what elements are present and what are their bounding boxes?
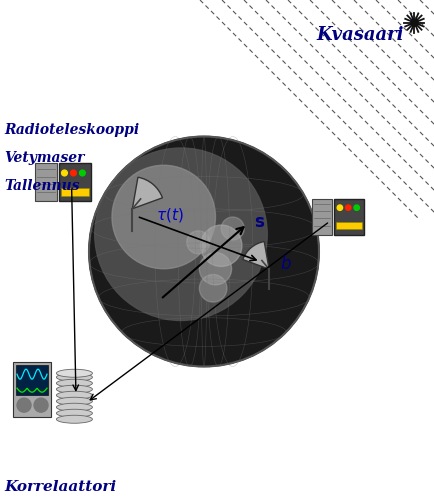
Circle shape <box>62 170 67 176</box>
Ellipse shape <box>56 409 92 417</box>
Text: $\mathbf{s}$: $\mathbf{s}$ <box>254 214 265 231</box>
FancyBboxPatch shape <box>59 163 91 202</box>
Circle shape <box>79 170 85 176</box>
FancyBboxPatch shape <box>61 188 89 196</box>
Circle shape <box>89 136 319 367</box>
Text: $\tau(t)$: $\tau(t)$ <box>156 206 184 224</box>
Ellipse shape <box>56 379 92 387</box>
Text: Tallennus: Tallennus <box>4 179 80 193</box>
Circle shape <box>71 170 76 176</box>
Circle shape <box>199 253 232 285</box>
Circle shape <box>337 205 342 210</box>
FancyBboxPatch shape <box>16 365 48 395</box>
Ellipse shape <box>56 397 92 405</box>
Text: $b$: $b$ <box>280 255 292 273</box>
FancyBboxPatch shape <box>13 362 51 417</box>
Ellipse shape <box>56 415 92 423</box>
Circle shape <box>95 148 267 320</box>
Ellipse shape <box>56 391 92 399</box>
Ellipse shape <box>56 385 92 393</box>
Circle shape <box>34 398 48 412</box>
Ellipse shape <box>56 369 92 377</box>
Circle shape <box>17 398 31 412</box>
FancyBboxPatch shape <box>336 222 362 229</box>
Wedge shape <box>132 177 162 209</box>
Circle shape <box>345 205 351 210</box>
Circle shape <box>201 225 242 267</box>
Wedge shape <box>243 241 269 269</box>
Ellipse shape <box>56 373 92 381</box>
Circle shape <box>187 231 210 254</box>
Circle shape <box>411 19 418 26</box>
Circle shape <box>221 217 244 240</box>
Circle shape <box>354 205 359 210</box>
FancyBboxPatch shape <box>35 163 57 202</box>
Ellipse shape <box>56 403 92 411</box>
Text: Korrelaattori: Korrelaattori <box>4 480 116 494</box>
Text: Vetymaser: Vetymaser <box>4 151 85 165</box>
Text: Kvasaari: Kvasaari <box>317 26 404 44</box>
Circle shape <box>112 165 215 269</box>
Circle shape <box>199 275 227 302</box>
FancyBboxPatch shape <box>312 199 332 235</box>
Text: Radioteleskooppi: Radioteleskooppi <box>4 123 139 137</box>
FancyBboxPatch shape <box>335 199 365 235</box>
